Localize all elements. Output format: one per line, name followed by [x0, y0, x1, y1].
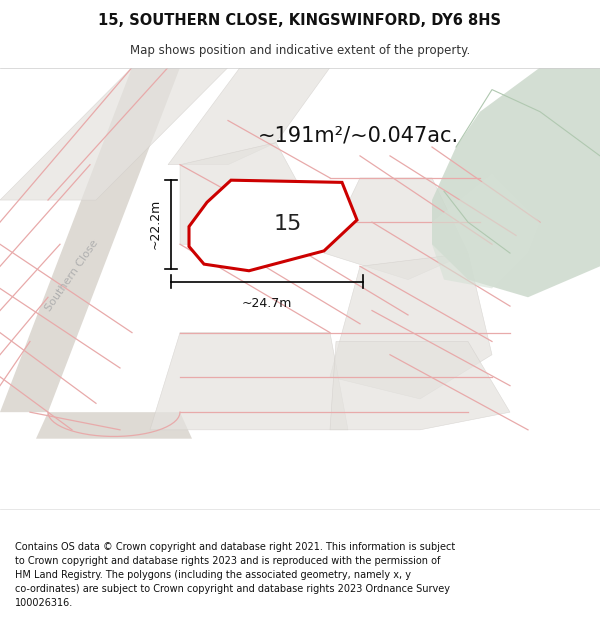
- Text: 15: 15: [274, 214, 302, 234]
- Polygon shape: [180, 142, 312, 244]
- Text: ~191m²/~0.047ac.: ~191m²/~0.047ac.: [258, 126, 459, 146]
- Polygon shape: [36, 412, 192, 439]
- Polygon shape: [324, 178, 468, 279]
- Text: Map shows position and indicative extent of the property.: Map shows position and indicative extent…: [130, 44, 470, 57]
- Polygon shape: [189, 180, 357, 271]
- Polygon shape: [0, 68, 228, 200]
- Polygon shape: [150, 332, 348, 430]
- Text: Southern Close: Southern Close: [44, 238, 100, 312]
- Polygon shape: [432, 174, 540, 289]
- Polygon shape: [0, 68, 180, 412]
- Text: ~22.2m: ~22.2m: [149, 199, 162, 249]
- Text: 15, SOUTHERN CLOSE, KINGSWINFORD, DY6 8HS: 15, SOUTHERN CLOSE, KINGSWINFORD, DY6 8H…: [98, 12, 502, 28]
- Text: ~24.7m: ~24.7m: [242, 298, 292, 310]
- Polygon shape: [432, 68, 600, 298]
- Polygon shape: [330, 341, 510, 430]
- Text: Contains OS data © Crown copyright and database right 2021. This information is : Contains OS data © Crown copyright and d…: [15, 542, 455, 608]
- Polygon shape: [330, 253, 492, 399]
- Polygon shape: [168, 68, 330, 165]
